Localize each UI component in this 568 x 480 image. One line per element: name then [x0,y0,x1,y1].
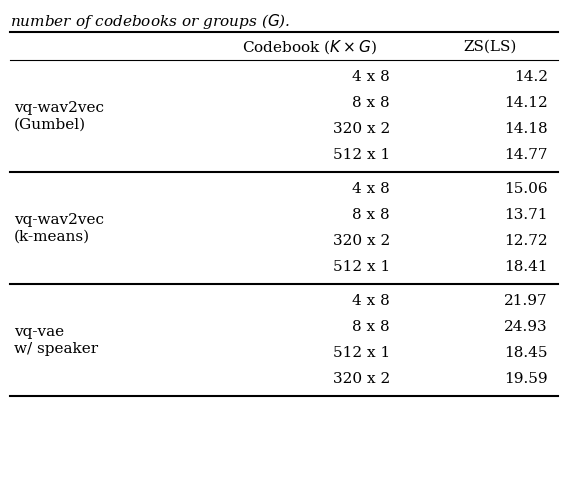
Text: 4 x 8: 4 x 8 [352,294,390,308]
Text: 8 x 8: 8 x 8 [352,96,390,110]
Text: 14.77: 14.77 [504,148,548,162]
Text: vq-wav2vec: vq-wav2vec [14,101,104,115]
Text: vq-vae: vq-vae [14,325,64,339]
Text: 18.41: 18.41 [504,260,548,274]
Text: 13.71: 13.71 [504,208,548,222]
Text: w/ speaker: w/ speaker [14,342,98,356]
Text: vq-wav2vec: vq-wav2vec [14,213,104,227]
Text: 15.06: 15.06 [504,182,548,196]
Text: 14.18: 14.18 [504,122,548,136]
Text: 8 x 8: 8 x 8 [352,208,390,222]
Text: 18.45: 18.45 [504,346,548,360]
Text: (Gumbel): (Gumbel) [14,118,86,132]
Text: 320 x 2: 320 x 2 [333,234,390,248]
Text: Codebook ($K \times G$): Codebook ($K \times G$) [243,38,378,56]
Text: 320 x 2: 320 x 2 [333,372,390,386]
Text: number of codebooks or groups ($G$).: number of codebooks or groups ($G$). [10,12,290,31]
Text: 14.2: 14.2 [514,70,548,84]
Text: 19.59: 19.59 [504,372,548,386]
Text: 512 x 1: 512 x 1 [333,148,390,162]
Text: 21.97: 21.97 [504,294,548,308]
Text: 512 x 1: 512 x 1 [333,346,390,360]
Text: (k-means): (k-means) [14,230,90,244]
Text: 14.12: 14.12 [504,96,548,110]
Text: 512 x 1: 512 x 1 [333,260,390,274]
Text: ZS(LS): ZS(LS) [463,40,517,54]
Text: 12.72: 12.72 [504,234,548,248]
Text: 320 x 2: 320 x 2 [333,122,390,136]
Text: 4 x 8: 4 x 8 [352,70,390,84]
Text: 8 x 8: 8 x 8 [352,320,390,334]
Text: 24.93: 24.93 [504,320,548,334]
Text: 4 x 8: 4 x 8 [352,182,390,196]
